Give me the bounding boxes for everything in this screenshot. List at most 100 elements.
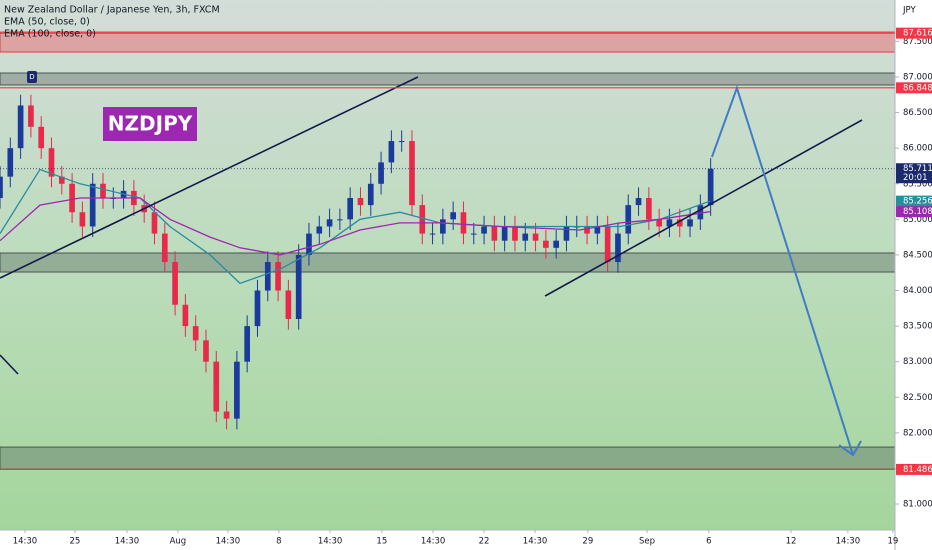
arrow-head — [838, 440, 862, 457]
price-tag — [896, 82, 932, 94]
x-tick-label: 8 — [276, 537, 281, 547]
x-tick-label: 14:30 — [216, 537, 241, 547]
candle-body — [79, 212, 86, 227]
price-tag-label: 87.616 — [903, 29, 932, 39]
ema-line — [0, 197, 710, 256]
trendline — [0, 354, 19, 375]
candle-body — [707, 168, 714, 206]
symbol-label: NZDJPY — [108, 112, 193, 136]
candle-body — [543, 240, 549, 248]
y-tick-label: 82.500 — [903, 393, 932, 403]
candle-body — [388, 141, 395, 163]
x-tick-label: 25 — [70, 537, 81, 547]
candle-body — [295, 254, 302, 319]
candle-body — [594, 226, 601, 234]
price-tag-label: 81.486 — [903, 465, 932, 475]
candle-body — [512, 226, 518, 241]
candle-body — [491, 226, 498, 241]
candle-body — [378, 162, 384, 184]
marker-box — [27, 71, 37, 84]
time-axis — [0, 530, 895, 550]
candle-body — [625, 205, 632, 234]
zone — [0, 31, 896, 53]
indicator-label: EMA (100, close, 0) — [4, 29, 96, 40]
x-tick-label: 6 — [706, 537, 711, 547]
candle-body — [532, 233, 539, 241]
candle-body — [223, 411, 230, 419]
candle-body — [244, 326, 251, 362]
candle-body — [17, 105, 24, 149]
candle-body — [58, 176, 65, 184]
price-tag — [896, 463, 932, 475]
candle-body — [326, 219, 333, 227]
zone — [0, 72, 896, 86]
x-tick-label: 22 — [479, 537, 490, 547]
candle-body — [676, 219, 683, 227]
x-tick-label: 14:30 — [836, 537, 861, 547]
x-tick-label: 29 — [582, 537, 593, 547]
candle-body — [357, 197, 364, 206]
trendline — [0, 76, 419, 279]
candle-body — [234, 361, 240, 419]
candle-body — [687, 219, 693, 227]
candle-body — [450, 212, 456, 220]
x-tick-label: Aug — [170, 537, 187, 547]
y-tick-label: 87.000 — [903, 73, 932, 83]
y-tick-label: 83.500 — [903, 322, 932, 332]
y-tick-label: 86.000 — [903, 144, 932, 154]
countdown: 20:01 — [903, 173, 928, 183]
x-tick-label: 15 — [376, 537, 387, 547]
x-tick-label: 14:30 — [421, 537, 446, 547]
y-tick-label: 84.000 — [903, 286, 932, 296]
price-tag — [896, 27, 932, 39]
y-tick-label: 83.000 — [903, 357, 932, 367]
price-tag-label: 85.108 — [903, 207, 932, 217]
y-tick-label: 82.000 — [903, 428, 932, 438]
zone — [0, 252, 896, 273]
candle-body — [656, 219, 662, 227]
y-tick-label: 84.500 — [903, 250, 932, 260]
candle-body — [501, 226, 508, 241]
candle-body — [697, 205, 704, 220]
indicator-label: EMA (50, close, 0) — [4, 17, 90, 28]
x-tick-label: 14:30 — [318, 537, 343, 547]
price-tag — [896, 195, 932, 207]
price-tag — [896, 163, 932, 184]
candle-body — [347, 197, 354, 220]
candle-body — [481, 226, 487, 234]
candle-body — [635, 197, 642, 206]
candle-body — [306, 233, 312, 255]
candle-body — [7, 148, 14, 177]
candle-body — [522, 233, 529, 241]
x-tick-label: 14:30 — [115, 537, 140, 547]
zone — [0, 446, 896, 470]
candle-body — [460, 212, 467, 234]
marker-label: D — [29, 73, 34, 81]
candle-body — [666, 219, 673, 227]
candle-body — [337, 219, 343, 221]
candle-body — [409, 141, 415, 206]
candle-body — [48, 148, 55, 177]
ema-line — [0, 168, 711, 285]
candle-body — [161, 233, 168, 263]
candle-body — [563, 226, 570, 241]
x-tick-label: 14:30 — [523, 537, 548, 547]
y-tick-label: 85.000 — [903, 215, 932, 225]
y-tick-label: 87.500 — [903, 37, 932, 47]
price-tag-label: 85.256 — [903, 197, 932, 207]
candle-body — [264, 262, 271, 291]
candle-body — [100, 183, 106, 198]
symbol-badge — [103, 107, 197, 141]
candle-body — [419, 205, 426, 234]
candle-body — [172, 262, 178, 305]
x-tick-label: 12 — [786, 537, 797, 547]
candle-body — [615, 233, 621, 263]
price-tag-label: 85.711 — [903, 164, 932, 174]
candle-body — [28, 105, 34, 127]
candle-body — [89, 183, 96, 227]
candle-body — [604, 226, 611, 263]
y-tick-label: 85.500 — [903, 179, 932, 189]
candle-body — [0, 176, 3, 198]
y-tick-label: 81.000 — [903, 500, 932, 510]
